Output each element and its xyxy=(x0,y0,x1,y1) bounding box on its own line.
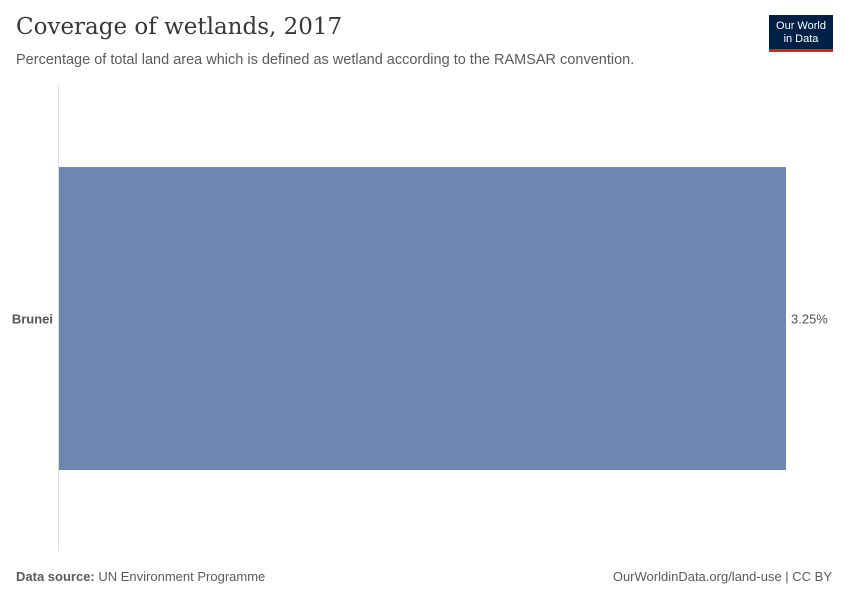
footer-link[interactable]: OurWorldinData.org/land-use | CC BY xyxy=(612,569,832,584)
category-label: Brunei xyxy=(12,312,53,327)
logo-line2: in Data xyxy=(783,33,819,45)
data-source: Data source: UN Environment Programme xyxy=(16,569,265,584)
source-value: UN Environment Programme xyxy=(98,569,266,584)
chart-subtitle: Percentage of total land area which is d… xyxy=(16,52,635,68)
owid-logo[interactable]: Our World in Data xyxy=(769,15,833,52)
source-label: Data source: xyxy=(16,569,95,584)
bar xyxy=(59,167,786,470)
value-label: 3.25% xyxy=(791,312,828,327)
chart-title: Coverage of wetlands, 2017 xyxy=(16,14,343,40)
logo-line1: Our World xyxy=(776,20,826,32)
